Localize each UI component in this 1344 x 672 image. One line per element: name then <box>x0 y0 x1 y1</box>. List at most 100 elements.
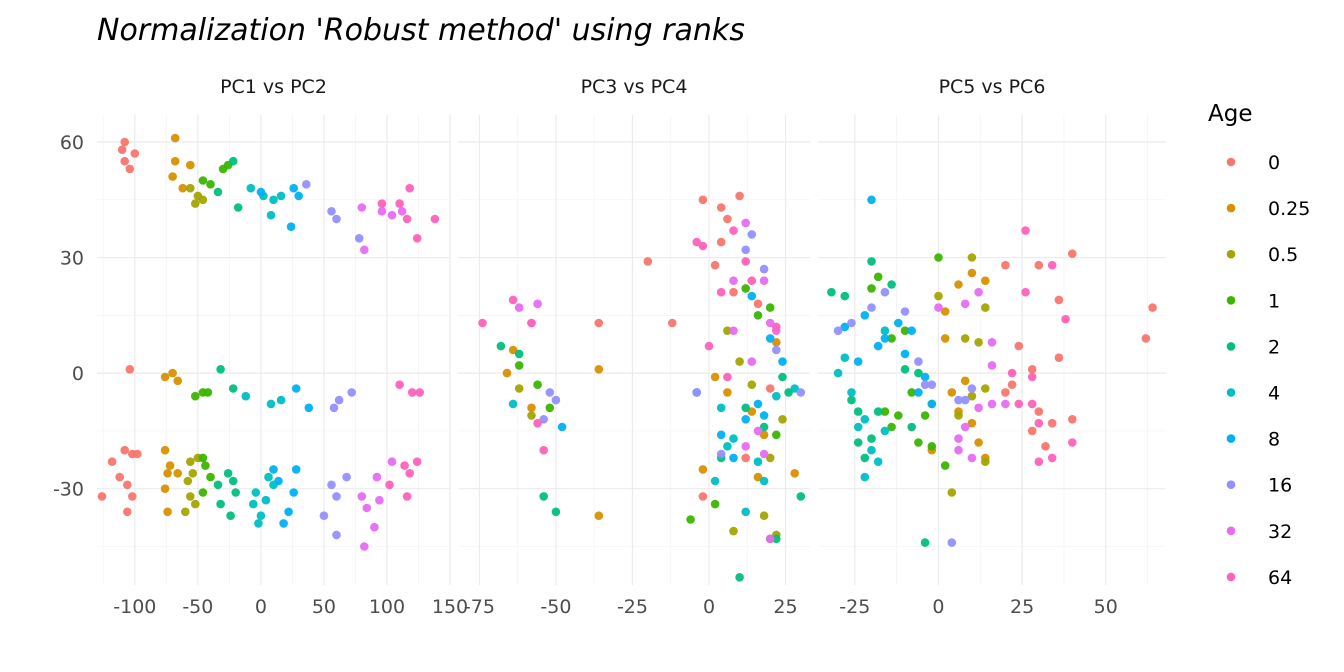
data-point-age-32 <box>753 426 763 436</box>
x-tick-label: 0 <box>703 596 715 618</box>
chart-title: Normalization 'Robust method' using rank… <box>97 13 745 48</box>
data-point-age-8 <box>269 465 278 474</box>
data-point-age-0 <box>735 191 744 201</box>
data-point-age-4 <box>508 399 518 409</box>
data-point-age-8 <box>778 357 787 366</box>
data-point-age-1 <box>934 253 943 262</box>
data-point-age-2 <box>914 368 923 378</box>
data-point-age-64 <box>395 199 404 208</box>
data-point-age-16 <box>332 492 341 501</box>
data-point-age-2 <box>847 395 856 405</box>
data-point-age-0-25 <box>723 388 732 397</box>
data-point-age-1 <box>545 403 555 413</box>
data-point-age-32 <box>729 326 738 336</box>
x-tick-label: 0 <box>255 596 267 618</box>
data-point-age-1 <box>710 499 720 509</box>
data-point-age-2 <box>223 469 233 478</box>
legend-key <box>1226 572 1236 582</box>
data-point-age-4 <box>269 195 278 205</box>
data-point-age-32 <box>357 492 367 501</box>
data-point-age-2 <box>796 492 806 501</box>
data-point-age-1 <box>201 461 210 470</box>
data-point-age-0-5 <box>198 195 208 205</box>
data-point-age-4 <box>266 210 276 220</box>
x-tick-label: 50 <box>312 596 336 618</box>
data-point-age-0-25 <box>698 465 708 474</box>
scatter-points <box>478 191 806 582</box>
data-point-age-16 <box>354 234 364 243</box>
data-point-age-32 <box>514 303 524 312</box>
data-point-age-2 <box>759 422 769 432</box>
data-point-age-64 <box>1061 314 1070 324</box>
data-point-age-32 <box>934 303 943 312</box>
data-point-age-4 <box>710 476 720 486</box>
data-point-age-0 <box>594 318 604 328</box>
data-point-age-8 <box>747 291 757 301</box>
scatter-points <box>827 195 1157 547</box>
data-point-age-0 <box>698 195 708 205</box>
legend-label: 64 <box>1268 567 1292 589</box>
data-point-age-0 <box>710 260 720 270</box>
data-point-age-8 <box>291 465 301 474</box>
data-point-age-0-25 <box>508 345 518 355</box>
data-point-age-8 <box>304 403 314 413</box>
data-point-age-16 <box>772 345 781 355</box>
y-tick-label: 0 <box>72 363 84 385</box>
data-point-age-0-5 <box>514 384 524 393</box>
data-point-age-64 <box>698 241 708 251</box>
data-point-age-16 <box>947 538 957 547</box>
data-point-age-32 <box>954 445 963 455</box>
data-point-age-4 <box>716 403 726 413</box>
data-point-age-32 <box>360 542 369 551</box>
data-point-age-64 <box>772 322 781 332</box>
panel-grid <box>458 115 810 585</box>
data-point-age-0 <box>115 472 124 482</box>
data-point-age-16 <box>900 307 910 316</box>
data-point-age-1 <box>203 388 213 397</box>
data-point-age-8 <box>907 326 916 336</box>
data-point-age-64 <box>402 214 412 224</box>
data-point-age-1 <box>741 284 750 293</box>
data-point-age-0-5 <box>747 380 757 390</box>
legend-item: 8 <box>1226 429 1280 451</box>
data-point-age-16 <box>347 388 357 397</box>
data-point-age-32 <box>987 361 997 370</box>
legend-key <box>1226 434 1236 443</box>
data-point-age-8 <box>274 476 283 486</box>
data-point-age-0-5 <box>967 253 977 262</box>
data-point-age-1 <box>907 388 916 397</box>
panel-grid <box>818 115 1166 585</box>
data-point-age-0-25 <box>954 280 963 289</box>
data-point-age-16 <box>914 357 923 366</box>
data-point-age-32 <box>533 299 542 309</box>
x-tick-label: -25 <box>617 596 648 618</box>
data-point-age-64 <box>533 418 542 428</box>
legend-item: 0.5 <box>1226 244 1298 266</box>
data-point-age-0-25 <box>163 507 172 517</box>
x-tick-label: 0 <box>932 596 944 618</box>
data-point-age-16 <box>847 318 856 328</box>
data-point-age-0-5 <box>967 391 977 401</box>
data-point-age-4 <box>254 519 263 528</box>
data-point-age-4 <box>759 476 769 486</box>
data-point-age-32 <box>1001 399 1010 409</box>
data-point-age-8 <box>860 311 870 320</box>
data-point-age-0-5 <box>960 334 970 343</box>
data-point-age-64 <box>1027 372 1037 382</box>
data-point-age-32 <box>375 495 384 505</box>
data-point-age-0 <box>1034 260 1044 270</box>
data-point-age-64 <box>377 199 387 208</box>
data-point-age-0-5 <box>723 326 732 336</box>
data-point-age-0-25 <box>753 472 763 482</box>
legend-item: 2 <box>1226 336 1280 358</box>
data-point-age-32 <box>377 207 387 216</box>
data-point-age-16 <box>747 230 757 239</box>
data-point-age-8 <box>289 183 299 193</box>
data-point-age-16 <box>319 511 329 520</box>
data-point-age-2 <box>778 372 787 382</box>
legend-label: 0.25 <box>1268 198 1310 220</box>
data-point-age-2 <box>853 407 863 416</box>
data-point-age-8 <box>289 488 299 497</box>
data-point-age-1 <box>191 391 200 401</box>
data-point-age-4 <box>790 384 799 393</box>
